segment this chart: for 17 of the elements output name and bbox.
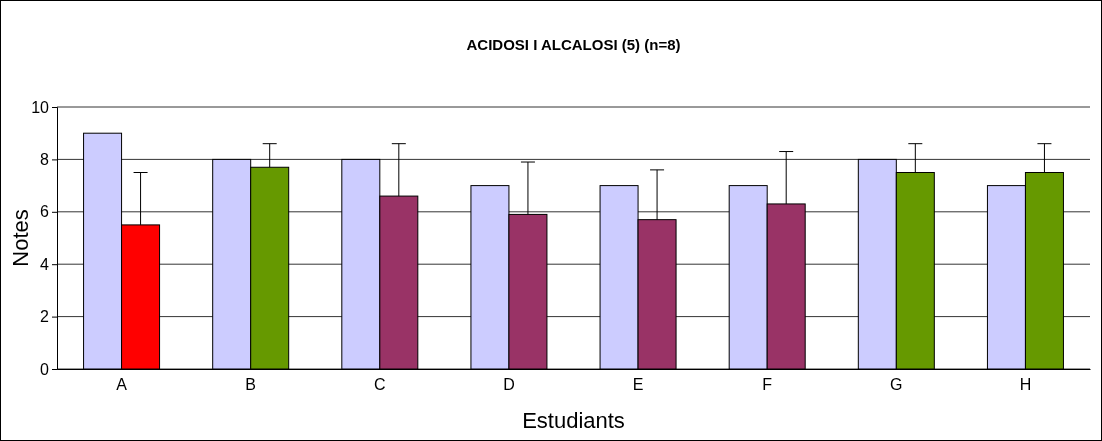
x-tick-label: G: [890, 376, 903, 394]
y-tick-label: 6: [40, 203, 50, 221]
chart-title: ACIDOSI I ALCALOSI (5) (n=8): [466, 36, 681, 53]
x-tick-label: H: [1019, 376, 1032, 394]
y-tick-label: 4: [40, 255, 50, 273]
x-tick-label: A: [116, 376, 128, 394]
y-tick-label: 8: [40, 151, 50, 169]
x-axis-title: Estudiants: [522, 408, 625, 433]
y-tick-label: 2: [40, 308, 50, 326]
x-tick-label: C: [374, 376, 386, 394]
x-tick-label: E: [632, 376, 644, 394]
x-tick-label: D: [503, 376, 515, 394]
x-tick-label: B: [245, 376, 257, 394]
y-axis-title: Notes: [8, 209, 33, 267]
y-tick-label: 10: [31, 98, 50, 116]
x-tick-label: F: [762, 376, 773, 394]
y-tick-label: 0: [40, 360, 50, 378]
